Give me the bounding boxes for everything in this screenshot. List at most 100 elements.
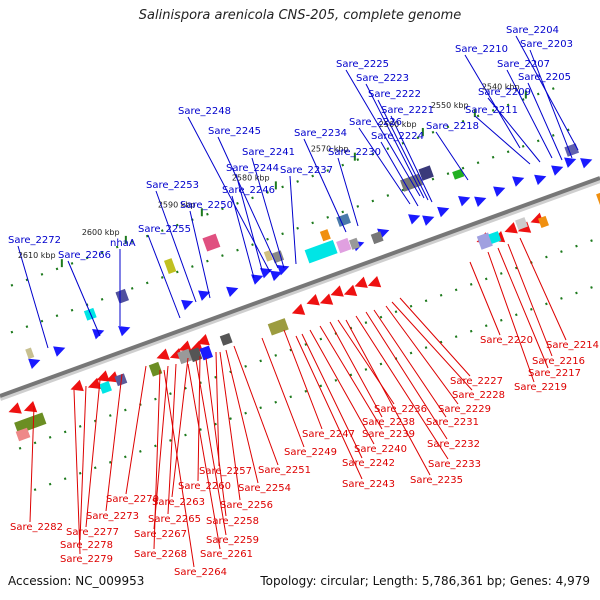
forward-gene-label: Sare_2211	[465, 105, 518, 116]
forward-gene-label: Sare_2221	[381, 105, 434, 116]
forward-gene-arrow	[270, 270, 283, 282]
scale-tick-label: 2580 kbp	[232, 173, 270, 182]
leader-line-reverse	[337, 319, 395, 405]
scale-tick-label: 2610 kbp	[18, 251, 56, 260]
reverse-gene-label: Sare_2259	[206, 535, 259, 546]
category-box	[199, 345, 213, 361]
forward-gene-label: Sare_2224	[371, 131, 424, 142]
leader-line-reverse	[79, 385, 87, 541]
reverse-gene-arrow	[291, 303, 306, 315]
leader-line-reverse	[125, 365, 147, 495]
leader-line-reverse	[105, 373, 123, 512]
leader-line-reverse	[219, 351, 241, 501]
reverse-gene-arrow	[156, 348, 170, 360]
forward-gene-arrow	[551, 165, 564, 176]
leader-line-forward	[377, 99, 429, 201]
forward-gene-arrow	[181, 299, 194, 311]
leader-line-reverse	[73, 389, 81, 555]
reverse-gene-label: Sare_2249	[284, 447, 337, 458]
reverse-gene-label: Sare_2232	[427, 439, 480, 450]
forward-gene-arrow	[458, 196, 471, 207]
forward-gene-label: Sare_2253	[146, 180, 199, 191]
leader-line-reverse	[283, 329, 323, 430]
reverse-gene-label: Sare_2261	[200, 549, 253, 560]
category-box	[488, 231, 502, 244]
category-box	[304, 239, 338, 264]
reverse-gene-label: Sare_2273	[86, 511, 139, 522]
leader-line-reverse	[295, 335, 363, 480]
reverse-gene-arrow	[70, 379, 84, 392]
forward-gene-label: Sare_2204	[506, 25, 559, 36]
forward-gene-label: Sare_2209	[478, 87, 531, 98]
reverse-gene-arrow	[306, 294, 320, 306]
genome-backbone	[0, 176, 600, 398]
reverse-gene-label: Sare_2238	[362, 417, 415, 428]
leader-line-reverse	[487, 251, 535, 383]
category-box	[596, 190, 600, 206]
category-box	[202, 233, 221, 252]
figure-title: Salinispora arenicola CNS-205, complete …	[138, 8, 462, 23]
reverse-gene-arrow	[87, 377, 102, 390]
category-box	[219, 332, 233, 346]
genome-summary-text: Topology: circular; Length: 5,786,361 bp…	[260, 574, 590, 588]
forward-gene-label: Sare_2225	[336, 59, 389, 70]
accession-text: Accession: NC_009953	[8, 574, 145, 588]
forward-gene-arrow	[422, 215, 435, 226]
reverse-gene-label: Sare_2229	[438, 404, 491, 415]
forward-gene-arrow	[474, 196, 487, 207]
reverse-gene-arrow	[96, 370, 110, 382]
forward-gene-arrow	[53, 346, 66, 357]
leader-line-forward	[217, 136, 279, 269]
forward-gene-label: Sare_2237	[280, 165, 333, 176]
leader-line-forward	[337, 157, 359, 227]
reverse-gene-label: Sare_2257	[199, 466, 252, 477]
forward-gene-arrow	[580, 158, 593, 169]
category-box	[319, 229, 331, 242]
reverse-gene-label: Sare_2258	[206, 516, 259, 527]
reverse-gene-arrow	[504, 222, 518, 234]
leader-line-reverse	[197, 355, 201, 482]
reverse-gene-label: Sare_2233	[428, 459, 481, 470]
category-box	[452, 168, 465, 180]
leader-line-forward	[155, 190, 197, 303]
category-box	[177, 348, 193, 365]
reverse-gene-arrow	[343, 284, 358, 297]
leader-line-forward	[464, 54, 521, 149]
forward-gene-arrow	[534, 174, 547, 186]
category-box	[263, 250, 273, 262]
forward-gene-arrow	[277, 265, 290, 276]
leader-line-forward	[380, 141, 419, 207]
forward-gene-arrow	[493, 186, 506, 197]
reverse-gene-label: Sare_2277	[66, 527, 119, 538]
forward-gene-label: Sare_2226	[349, 117, 402, 128]
leader-line-forward	[474, 115, 531, 165]
scale-tick-label: 2540 kbp	[482, 83, 520, 92]
scale-tick-label: 2570 kbp	[311, 145, 349, 154]
forward-gene-label: Sare_2241	[242, 147, 295, 158]
category-box	[370, 231, 384, 245]
reverse-gene-arrow	[8, 402, 22, 414]
forward-gene-label: Sare_2205	[518, 72, 571, 83]
reverse-gene-label: Sare_2247	[302, 429, 355, 440]
leader-line-reverse	[205, 357, 227, 517]
reverse-gene-arrow	[23, 400, 38, 413]
category-box	[336, 237, 352, 254]
category-box	[267, 318, 289, 336]
reverse-gene-label: Sare_2227	[450, 376, 503, 387]
category-box	[349, 237, 360, 250]
forward-gene-label: Sare_2203	[520, 39, 573, 50]
leader-line-reverse	[319, 325, 383, 430]
forward-gene-label: Sare_2266	[58, 250, 111, 261]
leader-line-forward	[527, 82, 563, 161]
leader-line-forward	[358, 127, 411, 205]
leader-line-reverse	[225, 349, 259, 484]
forward-gene-arrow	[92, 329, 105, 340]
category-box	[188, 347, 203, 363]
leader-line-forward	[303, 138, 347, 233]
category-box	[115, 288, 129, 304]
reverse-gene-label: Sare_2267	[134, 529, 187, 540]
reverse-gene-label: Sare_2278	[60, 540, 113, 551]
category-box	[418, 165, 434, 181]
